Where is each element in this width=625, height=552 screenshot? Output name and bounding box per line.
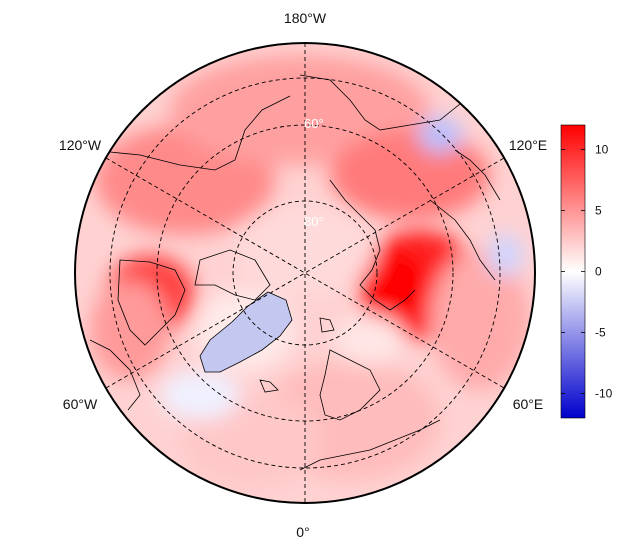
map-boundary [74, 42, 536, 504]
longitude-label-120w: 120°W [59, 137, 102, 153]
longitude-label-120e: 120°E [509, 137, 547, 153]
graticule [105, 43, 505, 503]
colorbar-tick-label: -10 [595, 387, 613, 401]
latitude-label-80: 80° [304, 214, 324, 229]
longitude-label-60w: 60°W [63, 396, 98, 412]
coastlines [89, 74, 501, 471]
colorbar-ticks: 10 5 0 -5 -10 [561, 142, 613, 401]
longitude-label-0: 0° [296, 524, 309, 540]
colorbar-tick-label: 5 [595, 203, 602, 217]
colorbar-tick-label: 10 [595, 142, 609, 156]
greenland-landmass [199, 291, 293, 373]
colorbar: 10 5 0 -5 -10 [560, 124, 613, 419]
longitude-label-180w: 180°W [284, 10, 327, 26]
longitude-label-60e: 60°E [513, 396, 544, 412]
colorbar-tick-label: 0 [595, 265, 602, 279]
map-disc [75, 43, 535, 503]
colorbar-tick-label: -5 [595, 326, 606, 340]
latitude-label-60: 60° [304, 116, 324, 131]
